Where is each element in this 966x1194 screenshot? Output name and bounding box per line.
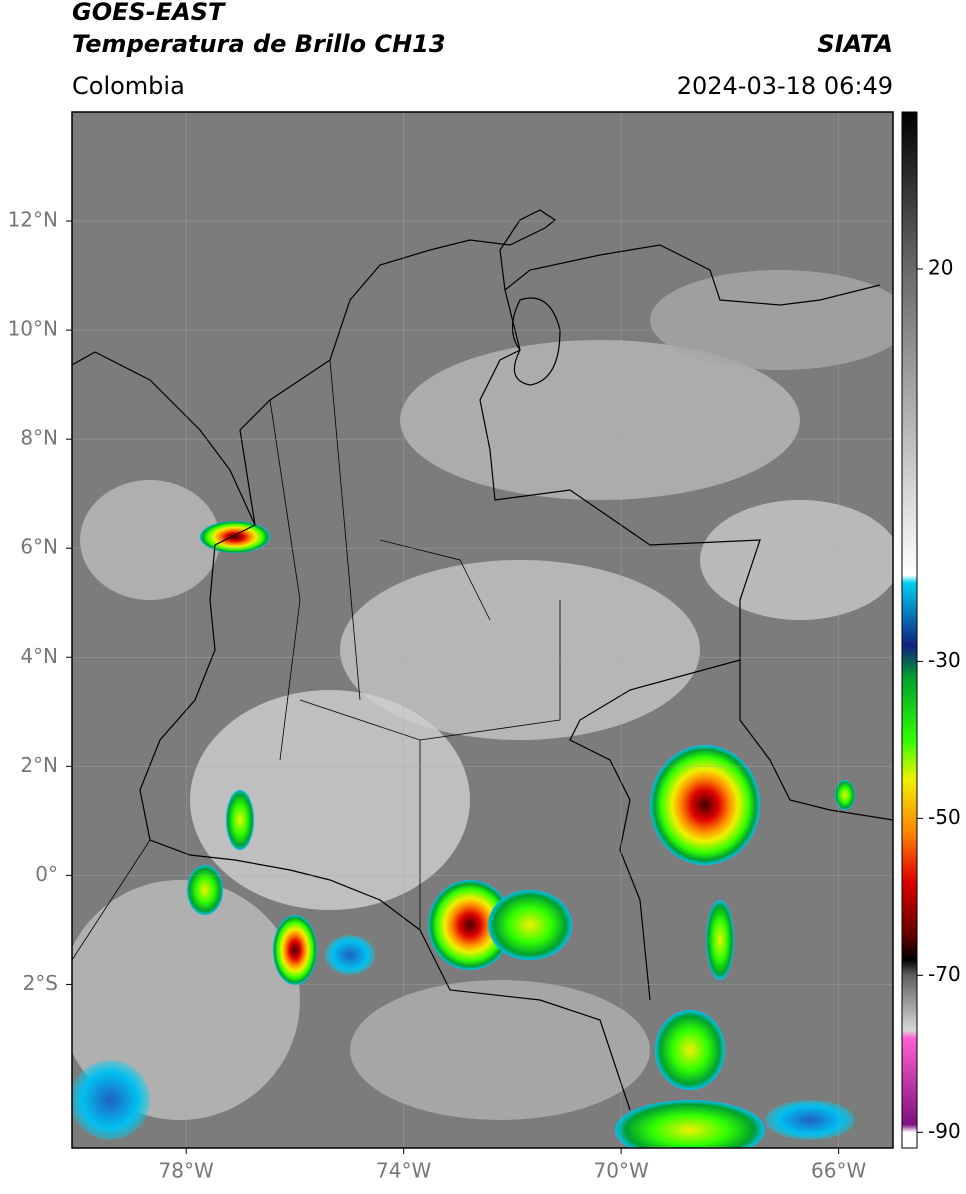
- storm: [488, 890, 572, 960]
- region: Colombia: [72, 72, 185, 100]
- y-tick-label: 12°N: [8, 208, 58, 232]
- border: [739, 660, 893, 821]
- cloud: [700, 500, 893, 620]
- colorbar-tick-label: -30: [928, 648, 961, 672]
- storm: [615, 1100, 765, 1148]
- y-tick-label: 10°N: [8, 317, 58, 341]
- storm: [72, 1060, 150, 1140]
- cloud: [650, 270, 893, 370]
- storm: [706, 900, 734, 980]
- map-frame: [71, 111, 894, 1149]
- storm: [428, 880, 512, 970]
- colorbar: [901, 111, 918, 1149]
- timestamp: 2024-03-18 06:49: [677, 72, 893, 100]
- border: [504, 244, 881, 306]
- x-tick-label: 70°W: [594, 1159, 649, 1183]
- grid: [72, 112, 893, 1148]
- colorbar-tick-label: -90: [928, 1119, 961, 1143]
- subtitle: Temperatura de Brillo CH13: [72, 30, 446, 58]
- storm: [835, 780, 855, 810]
- y-tick-label: 0°: [35, 862, 58, 886]
- cloud: [340, 560, 700, 740]
- internal-border: [72, 359, 561, 961]
- storm: [325, 935, 375, 975]
- map-image: [72, 112, 893, 1148]
- cloud: [400, 340, 800, 500]
- storm: [226, 790, 254, 850]
- x-tick-label: 66°W: [811, 1159, 866, 1183]
- storm: [200, 521, 270, 553]
- storm: [273, 915, 317, 985]
- source: SIATA: [817, 30, 893, 58]
- y-tick-label: 4°N: [20, 644, 58, 668]
- cloud: [350, 980, 650, 1120]
- storm: [655, 1010, 725, 1090]
- border: [72, 351, 631, 1111]
- y-tick-label: 6°N: [20, 535, 58, 559]
- x-tick-label: 78°W: [159, 1159, 214, 1183]
- title: GOES-EAST: [72, 0, 226, 26]
- storm: [187, 865, 223, 915]
- colorbar-tick-label: 20: [928, 255, 953, 279]
- colorbar-tick-label: -70: [928, 962, 961, 986]
- storm: [765, 1100, 855, 1140]
- cloud: [190, 690, 470, 910]
- y-tick-label: 2°N: [20, 753, 58, 777]
- border: [239, 209, 761, 1001]
- cloud: [80, 480, 220, 600]
- storm: [650, 745, 760, 865]
- colorbar-tick-label: -50: [928, 805, 961, 829]
- y-tick-label: 8°N: [20, 426, 58, 450]
- y-tick-label: 2°S: [23, 971, 58, 995]
- x-tick-label: 74°W: [376, 1159, 431, 1183]
